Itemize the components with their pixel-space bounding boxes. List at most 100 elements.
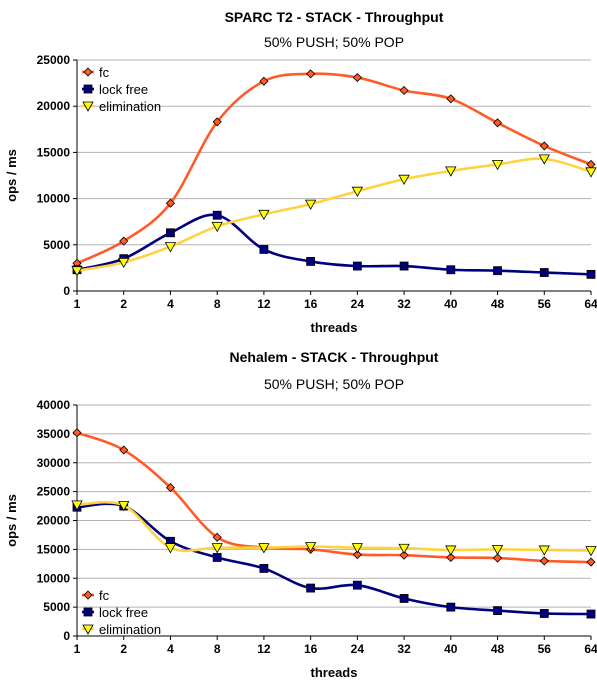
- data-point: [539, 141, 549, 151]
- legend-label: lock free: [99, 82, 148, 97]
- data-point: [211, 221, 223, 233]
- legend-item: fc: [82, 65, 110, 80]
- legend-item: fc: [82, 588, 110, 603]
- x-tick-label: 48: [491, 642, 505, 656]
- chart-title: Nehalem - STACK - Throughput: [230, 349, 439, 365]
- data-point: [306, 583, 316, 593]
- x-tick-label: 48: [491, 297, 505, 311]
- data-point: [165, 483, 176, 493]
- data-point: [306, 257, 316, 266]
- x-tick-label: 12: [257, 642, 271, 656]
- data-point: [445, 166, 457, 177]
- data-point: [119, 236, 129, 246]
- chart-subtitle: 50% PUSH; 50% POP: [264, 376, 404, 392]
- data-point: [351, 186, 364, 198]
- data-point: [259, 245, 269, 254]
- x-tick-label: 40: [444, 297, 458, 311]
- data-point: [493, 606, 502, 615]
- data-point: [445, 545, 457, 556]
- x-tick-label: 1: [74, 642, 81, 656]
- y-tick-label: 25000: [37, 485, 71, 499]
- data-point: [492, 118, 503, 128]
- x-axis-label: threads: [311, 320, 358, 335]
- data-point: [539, 268, 549, 277]
- data-point: [399, 594, 409, 603]
- x-tick-label: 64: [584, 642, 597, 656]
- data-point: [166, 228, 175, 238]
- data-point: [399, 261, 409, 271]
- data-point: [398, 174, 410, 186]
- data-point: [446, 552, 456, 563]
- data-point: [586, 609, 596, 619]
- y-tick-label: 5000: [43, 238, 70, 252]
- series-fc: [72, 69, 596, 268]
- data-point: [164, 242, 177, 253]
- x-tick-label: 12: [257, 297, 271, 311]
- data-point: [585, 167, 597, 178]
- legend-marker: [83, 84, 93, 94]
- data-point: [258, 543, 270, 554]
- y-tick-label: 35000: [37, 427, 71, 441]
- legend-marker: [83, 607, 93, 617]
- data-point: [212, 117, 222, 127]
- y-tick-label: 15000: [37, 542, 71, 556]
- y-tick-label: 40000: [37, 398, 71, 412]
- data-point: [491, 544, 504, 556]
- y-tick-label: 5000: [43, 600, 70, 614]
- y-tick-label: 25000: [37, 53, 71, 67]
- data-point: [585, 546, 597, 557]
- data-point: [352, 550, 362, 560]
- data-point: [538, 154, 550, 165]
- x-tick-label: 4: [167, 297, 174, 311]
- x-tick-label: 2: [120, 297, 127, 311]
- legend-label: elimination: [99, 622, 161, 637]
- y-tick-label: 20000: [37, 99, 71, 113]
- y-tick-label: 10000: [37, 571, 71, 585]
- data-point: [399, 550, 409, 560]
- chart-1: SPARC T2 - STACK - Throughput 50% PUSH; 5…: [4, 9, 597, 335]
- legend: fc lock free elimination: [82, 65, 161, 114]
- data-point: [446, 602, 456, 612]
- x-tick-label: 64: [584, 297, 597, 311]
- data-point: [71, 500, 83, 511]
- x-tick-label: 8: [214, 642, 221, 656]
- data-point: [493, 266, 502, 276]
- x-tick-label: 32: [397, 642, 411, 656]
- series-line: [76, 500, 592, 553]
- data-point: [539, 609, 549, 618]
- data-point: [351, 543, 364, 554]
- legend-item: elimination: [82, 622, 161, 637]
- y-tick-label: 10000: [37, 192, 71, 206]
- legend-label: lock free: [99, 605, 148, 620]
- legend-item: lock free: [82, 82, 148, 97]
- data-point: [399, 85, 409, 96]
- chart-title: SPARC T2 - STACK - Throughput: [225, 9, 444, 25]
- x-tick-label: 4: [167, 642, 174, 656]
- data-point: [538, 545, 550, 556]
- data-point: [586, 557, 596, 567]
- data-point: [212, 532, 222, 542]
- data-point: [539, 556, 549, 566]
- x-tick-label: 16: [304, 297, 318, 311]
- data-point: [304, 199, 317, 210]
- x-tick-label: 1: [74, 297, 81, 311]
- legend-label: fc: [99, 588, 110, 603]
- x-axis-label: threads: [311, 665, 358, 680]
- legend-label: fc: [99, 65, 110, 80]
- legend-item: elimination: [82, 99, 161, 114]
- legend-marker: [83, 590, 93, 600]
- data-point: [164, 543, 177, 554]
- legend-label: elimination: [99, 99, 161, 114]
- data-point: [118, 257, 130, 269]
- x-tick-label: 24: [351, 297, 365, 311]
- y-axis-label: ops / ms: [4, 149, 19, 202]
- x-tick-label: 32: [397, 297, 411, 311]
- legend: fc lock free elimination: [82, 588, 161, 637]
- data-point: [72, 428, 82, 438]
- x-tick-label: 16: [304, 642, 318, 656]
- data-point: [212, 553, 222, 562]
- data-point: [352, 580, 362, 590]
- data-point: [446, 94, 456, 104]
- data-point: [259, 564, 269, 573]
